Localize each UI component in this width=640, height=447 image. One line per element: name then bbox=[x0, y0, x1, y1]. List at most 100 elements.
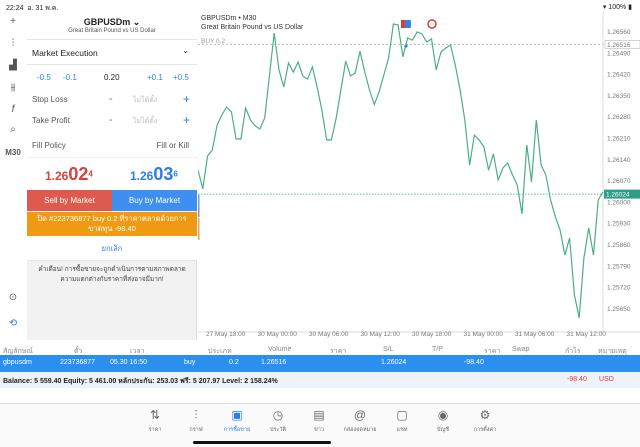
zoom-icon[interactable]: ⊙ bbox=[8, 292, 18, 303]
header-current-price: ราคา bbox=[484, 348, 501, 355]
y-tick-label: 1.26210 bbox=[607, 136, 631, 143]
status-bar: 22:24 อ. 31 พ.ค. ▾ 100% ▮ bbox=[0, 0, 640, 12]
tab-account[interactable]: ◉ บัญชี bbox=[423, 408, 463, 434]
take-profit-input[interactable]: ไม่ได้ตั้ง bbox=[133, 118, 158, 125]
indicators-icon[interactable]: ▟ bbox=[9, 60, 17, 71]
tab-settings[interactable]: ⚙ การตั้งค่า bbox=[465, 408, 505, 434]
gear-icon: ⚙ bbox=[479, 408, 491, 422]
y-tick-label: 1.25860 bbox=[607, 242, 631, 249]
y-tick-label: 1.26420 bbox=[607, 72, 631, 79]
settings-sliders-icon[interactable]: ⫵ bbox=[10, 82, 16, 93]
cell-time: 05.30 16:50 bbox=[110, 359, 147, 366]
cell-open-price: 1.26516 bbox=[261, 359, 287, 366]
execution-select[interactable]: Market Execution ⌄ bbox=[27, 40, 197, 65]
price-chart[interactable]: 1.26560 1.26490 1.26420 1.26350 1.26280 1.262… bbox=[197, 12, 640, 342]
tab-chat[interactable]: ▢ แชท bbox=[382, 408, 422, 434]
tab-news[interactable]: ▤ ข่าว bbox=[299, 408, 339, 434]
x-tick-label: 30 May 06:00 bbox=[309, 331, 349, 338]
objects-icon[interactable]: ⌕ bbox=[10, 124, 16, 135]
function-icon[interactable]: f bbox=[11, 104, 15, 115]
chat-icon: ▢ bbox=[396, 408, 408, 422]
home-indicator bbox=[193, 441, 331, 444]
y-tick-label: 1.26000 bbox=[607, 199, 631, 206]
buy-button[interactable]: Buy by Market bbox=[112, 190, 197, 211]
mail-icon: @ bbox=[353, 408, 367, 422]
ask-price: 1.26036 bbox=[130, 164, 178, 184]
take-profit-minus[interactable]: - bbox=[109, 114, 113, 126]
x-tick-label: 30 May 00:00 bbox=[258, 331, 298, 338]
balance-row: Balance: 5 559.40 Equity: 5 461.00 หลักป… bbox=[0, 372, 640, 388]
cancel-button[interactable]: ยกเลิก bbox=[27, 236, 197, 261]
volume-input[interactable]: 0.20 bbox=[104, 73, 120, 82]
fill-policy-value: Fill or Kill bbox=[156, 141, 189, 150]
total-profit: -98.40 bbox=[567, 376, 587, 383]
y-tick-label: 1.25930 bbox=[607, 221, 631, 228]
tab-label: การตั้งค่า bbox=[473, 427, 497, 433]
balance-summary: Balance: 5 559.40 Equity: 5 461.00 หลักป… bbox=[3, 378, 278, 385]
trade-marker-sell-part bbox=[401, 20, 405, 28]
tab-label: แชท bbox=[396, 427, 408, 433]
chevron-down-icon: ⌄ bbox=[182, 46, 189, 55]
x-tick-label: 31 May 06:00 bbox=[515, 331, 555, 338]
left-toolbar: + ⫶ ▟ ⫵ f ⌕ M30 ⊙ ⟲ bbox=[0, 12, 27, 340]
candlestick-icon[interactable]: ⫶ bbox=[11, 38, 15, 49]
y-tick-label: 1.25720 bbox=[607, 285, 631, 292]
y-tick-label: 1.25650 bbox=[607, 306, 631, 313]
currency: USD bbox=[599, 376, 614, 383]
tab-label: ราคา bbox=[148, 427, 162, 433]
chart-subtitle: Great Britain Pound vs US Dollar bbox=[201, 24, 304, 31]
tab-mailbox[interactable]: @ กล่องจดหมาย bbox=[340, 408, 380, 434]
y-tick-label: 1.26350 bbox=[607, 93, 631, 100]
sell-button[interactable]: Sell by Market bbox=[27, 190, 112, 211]
crosshair-icon[interactable]: + bbox=[10, 16, 16, 27]
x-tick-label: 30 May 12:00 bbox=[361, 331, 401, 338]
timeframe-button[interactable]: M30 bbox=[5, 148, 21, 157]
tab-quotes[interactable]: ⇅ ราคา bbox=[135, 408, 175, 434]
volume-plus-0.1[interactable]: +0.1 bbox=[147, 73, 163, 82]
header-ticket: ตั๋ว bbox=[74, 348, 83, 355]
close-marker-icon bbox=[427, 19, 437, 29]
cell-type: buy bbox=[184, 359, 196, 366]
account-icon: ◉ bbox=[437, 408, 449, 422]
symbol-name: GBPUSDm bbox=[83, 17, 131, 27]
stop-loss-plus[interactable]: + bbox=[183, 92, 191, 106]
chevron-down-icon: ⌄ bbox=[132, 17, 141, 27]
current-price-label: 1.26024 bbox=[606, 192, 630, 199]
header-type: ประเภท bbox=[208, 348, 232, 355]
y-tick-label: 1.26070 bbox=[607, 178, 631, 185]
header-swap: Swap bbox=[512, 346, 530, 353]
order-line-label: BUY 0.2 bbox=[201, 38, 226, 45]
symbol-selector[interactable]: GBPUSDm ⌄ Great Britain Pound vs US Doll… bbox=[27, 12, 197, 40]
tab-chart[interactable]: ⫶ กราฟ bbox=[176, 408, 216, 434]
market-warning: คำเตือน! การซื้อขายจะถูกดำเนินการตามสภาพ… bbox=[38, 266, 186, 283]
chart-svg[interactable]: 1.26560 1.26490 1.26420 1.26350 1.26280 1.262… bbox=[197, 12, 640, 342]
header-tp: T/P bbox=[432, 346, 443, 353]
buy-entry-marker bbox=[404, 44, 408, 48]
table-row[interactable]: gbpusdm 223736877 05.30 16:50 buy 0.2 1.… bbox=[0, 355, 640, 372]
cell-profit: -98.40 bbox=[464, 359, 484, 366]
bottom-tab-bar: ⇅ ราคา ⫶ กราฟ ▣ การซื้อขาย ◷ ประวัติ ▤ ข่าว @… bbox=[0, 403, 640, 447]
history-icon: ◷ bbox=[272, 408, 284, 422]
sync-icon[interactable]: ⟲ bbox=[8, 318, 18, 329]
bid-side-marker bbox=[198, 218, 200, 240]
header-price: ราคา bbox=[330, 348, 347, 355]
volume-minus-0.5[interactable]: -0.5 bbox=[37, 73, 51, 82]
stop-loss-minus[interactable]: - bbox=[109, 93, 113, 105]
bid-price: 1.26024 bbox=[45, 164, 93, 184]
fill-policy-label: Fill Policy bbox=[32, 141, 66, 150]
header-volume: Volume bbox=[268, 346, 292, 353]
chart-icon: ⫶ bbox=[194, 408, 198, 422]
volume-minus-0.1[interactable]: -0.1 bbox=[63, 73, 77, 82]
stop-loss-input[interactable]: ไม่ได้ตั้ง bbox=[133, 97, 158, 104]
take-profit-plus[interactable]: + bbox=[183, 113, 191, 127]
tab-label: ข่าว bbox=[314, 427, 324, 433]
current-price-box bbox=[604, 189, 640, 199]
tab-history[interactable]: ◷ ประวัติ bbox=[258, 408, 298, 434]
volume-plus-0.5[interactable]: +0.5 bbox=[173, 73, 189, 82]
tab-trade[interactable]: ▣ การซื้อขาย bbox=[217, 408, 257, 434]
battery: ▾ 100% ▮ bbox=[602, 4, 632, 11]
symbol-description: Great Britain Pound vs US Dollar bbox=[68, 28, 156, 34]
close-position-button[interactable]: ปิด #223736877 buy 0.2 ที่ราคาตลาดด้วยกา… bbox=[27, 212, 197, 236]
header-profit: กำไร bbox=[565, 348, 581, 355]
fill-policy-row[interactable]: Fill Policy Fill or Kill bbox=[27, 141, 197, 157]
